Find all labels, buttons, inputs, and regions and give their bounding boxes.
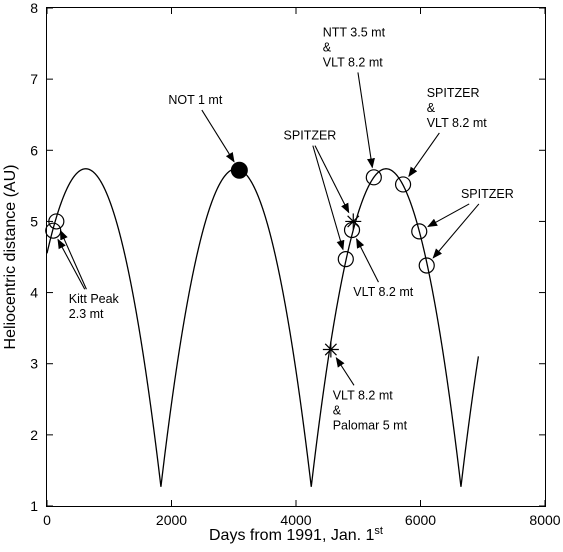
plot-frame bbox=[46, 7, 546, 507]
open-circle-point bbox=[45, 222, 62, 239]
filled-circle-point bbox=[230, 161, 248, 179]
annotation-arrows bbox=[57, 72, 480, 386]
y-tick-label: 8 bbox=[30, 0, 38, 16]
y-tick-label: 7 bbox=[30, 71, 38, 87]
annotations: Kitt Peak 2.3 mt NOT 1 mt SPITZER NTT 3.5 mt… bbox=[69, 25, 514, 432]
star-point bbox=[345, 213, 362, 230]
y-tick-label: 5 bbox=[30, 213, 38, 229]
x-tick-label: 0 bbox=[43, 512, 51, 528]
y-tick-label: 6 bbox=[30, 142, 38, 158]
annotation-arrow bbox=[312, 145, 345, 251]
open-circle-point bbox=[418, 257, 435, 274]
x-tick-label: 6000 bbox=[405, 512, 436, 528]
annotation-label: SPITZER & VLT 8.2 mt bbox=[427, 86, 488, 130]
open-circle-point bbox=[411, 223, 428, 240]
open-circle-point bbox=[337, 251, 354, 268]
y-axis-label: Heliocentric distance (AU) bbox=[2, 165, 19, 350]
orbit-curve bbox=[46, 168, 480, 487]
x-tick-label: 4000 bbox=[280, 512, 311, 528]
y-tick-label: 2 bbox=[30, 427, 38, 443]
open-circle-point bbox=[394, 176, 412, 193]
annotation-arrow bbox=[356, 237, 379, 283]
open-circle-point bbox=[48, 213, 65, 230]
annotation-arrow bbox=[59, 229, 87, 290]
annotation-arrow bbox=[57, 238, 86, 290]
annotation-label: NOT 1 mt bbox=[168, 93, 222, 107]
observation-points bbox=[45, 161, 435, 358]
annotation-arrow bbox=[357, 72, 375, 169]
annotation-arrow bbox=[432, 203, 480, 259]
open-circle-point bbox=[365, 169, 382, 186]
annotation-arrow bbox=[408, 132, 440, 178]
annotation-arrow bbox=[427, 203, 470, 228]
y-tick-label: 4 bbox=[30, 285, 38, 301]
x-tick-label: 2000 bbox=[156, 512, 187, 528]
axis-ticks: 0 2000 4000 6000 8000 1 2 3 4 5 6 7 8 bbox=[30, 0, 561, 528]
annotation-arrow bbox=[335, 357, 355, 386]
y-tick-label: 1 bbox=[30, 498, 38, 514]
annotation-arrow bbox=[314, 145, 350, 214]
annotation-label: VLT 8.2 mt bbox=[353, 285, 414, 299]
x-axis-label: Days from 1991, Jan. 1st bbox=[209, 525, 383, 544]
annotation-label: Kitt Peak 2.3 mt bbox=[69, 292, 120, 321]
y-tick-label: 3 bbox=[30, 356, 38, 372]
annotation-label: SPITZER bbox=[284, 129, 337, 143]
annotation-label: NTT 3.5 mt & VLT 8.2 mt bbox=[323, 25, 386, 69]
annotation-arrow bbox=[201, 109, 235, 163]
x-tick-label: 8000 bbox=[529, 512, 560, 528]
annotation-label: VLT 8.2 mt & Palomar 5 mt bbox=[333, 388, 408, 432]
star-point bbox=[322, 341, 339, 358]
annotation-label: SPITZER bbox=[461, 187, 514, 201]
